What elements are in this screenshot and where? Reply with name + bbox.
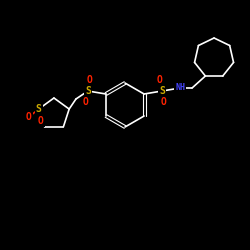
Text: S: S: [159, 86, 165, 96]
Text: O: O: [26, 112, 32, 122]
Text: O: O: [161, 97, 167, 107]
Text: NH: NH: [175, 84, 185, 92]
Text: S: S: [36, 104, 42, 114]
Text: O: O: [87, 75, 93, 85]
Text: O: O: [38, 116, 44, 126]
Text: S: S: [85, 86, 91, 96]
Text: O: O: [157, 75, 163, 85]
Text: O: O: [83, 97, 89, 107]
